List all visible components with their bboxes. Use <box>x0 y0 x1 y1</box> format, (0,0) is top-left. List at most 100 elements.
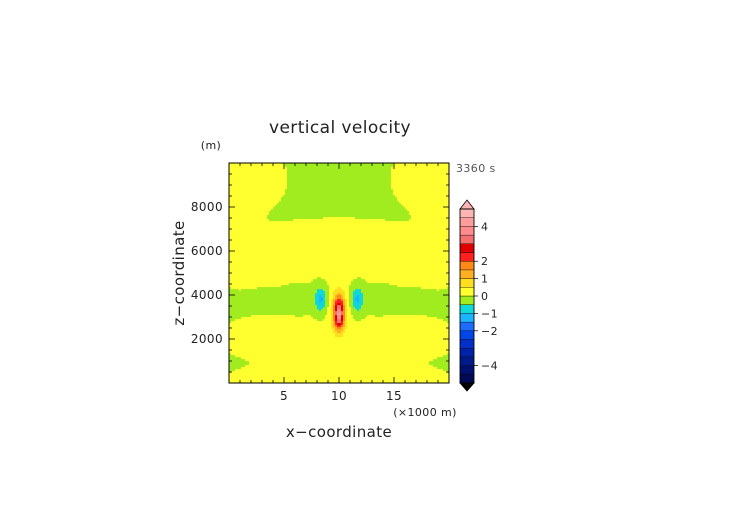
heatmap-cell <box>313 175 316 178</box>
heatmap-cell <box>305 347 308 350</box>
heatmap-cell <box>247 189 250 192</box>
heatmap-cell <box>283 175 286 178</box>
heatmap-cell <box>233 251 236 254</box>
heatmap-cell <box>231 187 234 190</box>
heatmap-cell <box>265 365 268 368</box>
heatmap-cell <box>315 367 318 370</box>
heatmap-cell <box>281 333 284 336</box>
heatmap-cell <box>239 287 242 290</box>
heatmap-cell <box>263 373 266 376</box>
heatmap-cell <box>291 267 294 270</box>
heatmap-cell <box>231 175 234 178</box>
heatmap-cell <box>299 293 302 296</box>
heatmap-cell <box>245 353 248 356</box>
heatmap-cell <box>259 177 262 180</box>
heatmap-cell <box>241 219 244 222</box>
heatmap-cell <box>231 243 234 246</box>
heatmap-cell <box>241 337 244 340</box>
heatmap-cell <box>275 359 278 362</box>
heatmap-cell <box>311 223 314 226</box>
heatmap-cell <box>267 165 270 168</box>
heatmap-cell <box>293 253 296 256</box>
heatmap-cell <box>233 237 236 240</box>
heatmap-cell <box>261 343 264 346</box>
heatmap-cell <box>303 341 306 344</box>
heatmap-cell <box>267 251 270 254</box>
heatmap-cell <box>267 197 270 200</box>
heatmap-cell <box>253 377 256 380</box>
heatmap-cell <box>245 317 248 320</box>
heatmap-cell <box>289 361 292 364</box>
heatmap-cell <box>267 335 270 338</box>
heatmap-cell <box>301 331 304 334</box>
heatmap-cell <box>245 367 248 370</box>
heatmap-cell <box>237 171 240 174</box>
heatmap-cell <box>267 191 270 194</box>
heatmap-cell <box>277 259 280 262</box>
heatmap-cell <box>247 321 250 324</box>
heatmap-cell <box>283 187 286 190</box>
heatmap-cell <box>241 373 244 376</box>
heatmap-cell <box>303 181 306 184</box>
heatmap-cell <box>281 169 284 172</box>
heatmap-cell <box>243 251 246 254</box>
heatmap-cell <box>255 205 258 208</box>
heatmap-cell <box>313 285 316 288</box>
heatmap-cell <box>275 195 278 198</box>
heatmap-cell <box>247 305 250 308</box>
heatmap-cell <box>315 381 318 383</box>
heatmap-cell <box>287 237 290 240</box>
heatmap-cell <box>233 305 236 308</box>
heatmap-cell <box>281 229 284 232</box>
heatmap-cell <box>257 183 260 186</box>
heatmap-cell <box>307 331 310 334</box>
heatmap-cell <box>283 225 286 228</box>
heatmap-cell <box>241 179 244 182</box>
heatmap-cell <box>267 217 270 220</box>
heatmap-cell <box>259 219 262 222</box>
heatmap-cell <box>251 293 254 296</box>
heatmap-cell <box>281 361 284 364</box>
heatmap-cell <box>283 261 286 264</box>
heatmap-cell <box>261 227 264 230</box>
heatmap-cell <box>231 197 234 200</box>
heatmap-cell <box>309 341 312 344</box>
heatmap-cell <box>307 163 310 166</box>
heatmap-cell <box>283 247 286 250</box>
heatmap-cell <box>303 207 306 210</box>
heatmap-cells <box>229 163 449 383</box>
heatmap-cell <box>295 191 298 194</box>
heatmap-cell <box>297 369 300 372</box>
heatmap-cell <box>295 181 298 184</box>
heatmap-cell <box>267 227 270 230</box>
heatmap-cell <box>265 187 268 190</box>
heatmap-cell <box>271 303 274 306</box>
heatmap-cell <box>271 167 274 170</box>
heatmap-cell <box>247 191 250 194</box>
heatmap-cell <box>283 347 286 350</box>
heatmap-cell <box>267 225 270 228</box>
heatmap-cell <box>255 379 258 382</box>
heatmap-cell <box>297 243 300 246</box>
heatmap-cell <box>295 211 298 214</box>
heatmap-cell <box>291 199 294 202</box>
heatmap-cell <box>235 313 238 316</box>
heatmap-cell <box>275 335 278 338</box>
heatmap-cell <box>297 177 300 180</box>
heatmap-cell <box>269 295 272 298</box>
heatmap-cell <box>231 359 234 362</box>
heatmap-cell <box>313 173 316 176</box>
heatmap-cell <box>265 295 268 298</box>
heatmap-cell <box>287 267 290 270</box>
heatmap-cell <box>267 349 270 352</box>
heatmap-cell <box>295 203 298 206</box>
heatmap-cell <box>237 223 240 226</box>
heatmap-cell <box>265 377 268 380</box>
heatmap-cell <box>271 185 274 188</box>
heatmap-cell <box>285 243 288 246</box>
heatmap-cell <box>247 263 250 266</box>
heatmap-cell <box>313 265 316 268</box>
heatmap-cell <box>241 375 244 378</box>
heatmap-cell <box>263 177 266 180</box>
heatmap-cell <box>237 289 240 292</box>
